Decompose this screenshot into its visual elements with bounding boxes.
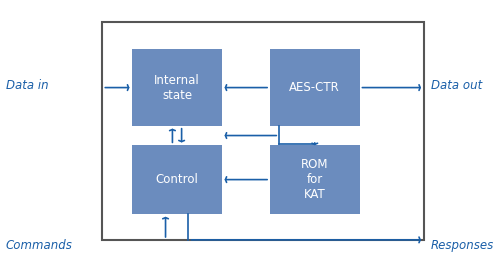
Bar bbox=[132, 49, 222, 126]
Text: AES-CTR: AES-CTR bbox=[290, 81, 340, 94]
Text: Control: Control bbox=[156, 173, 198, 186]
Text: Commands: Commands bbox=[6, 239, 73, 252]
Text: Responses: Responses bbox=[430, 239, 494, 252]
Bar bbox=[132, 145, 222, 214]
Text: Data in: Data in bbox=[6, 79, 48, 92]
Bar bbox=[270, 49, 360, 126]
Text: ROM
for
KAT: ROM for KAT bbox=[301, 158, 328, 201]
Text: Data out: Data out bbox=[430, 79, 482, 92]
Text: Internal
state: Internal state bbox=[154, 74, 200, 102]
Bar bbox=[102, 22, 424, 240]
Bar bbox=[270, 145, 360, 214]
